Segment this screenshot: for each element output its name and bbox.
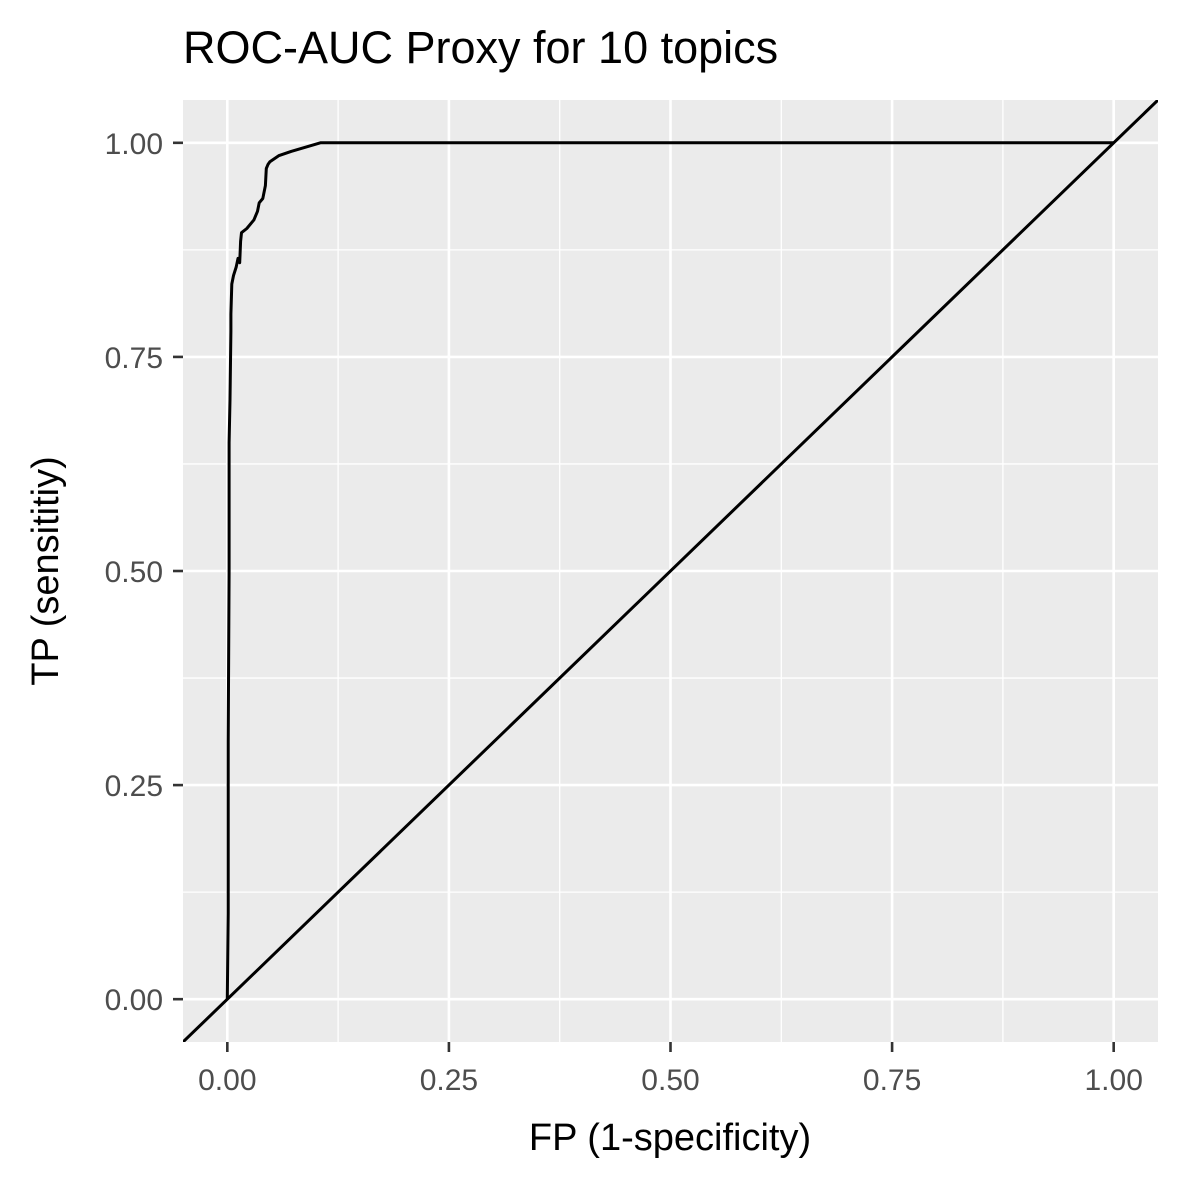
y-tick-label: 0.25 [105,770,163,803]
x-tick-label: 0.50 [641,1064,699,1097]
y-tick-label: 0.00 [105,984,163,1017]
y-axis: 0.00 0.25 0.50 0.75 1.00 [105,128,183,1017]
y-axis-title: TP (sensititiy) [25,456,67,685]
y-tick-label: 1.00 [105,128,163,161]
x-tick-label: 0.25 [420,1064,478,1097]
x-tick-label: 0.00 [198,1064,256,1097]
series-layer [183,100,1158,1042]
reference-diagonal-line [183,100,1158,1042]
x-tick-label: 1.00 [1084,1064,1142,1097]
y-tick-label: 0.50 [105,556,163,589]
x-axis-title: FP (1-specificity) [529,1117,811,1159]
chart-title: ROC-AUC Proxy for 10 topics [183,22,778,73]
x-tick-label: 0.75 [863,1064,921,1097]
y-tick-label: 0.75 [105,342,163,375]
x-axis: 0.00 0.25 0.50 0.75 1.00 [198,1042,1143,1097]
roc-curve-line [225,141,1114,1000]
